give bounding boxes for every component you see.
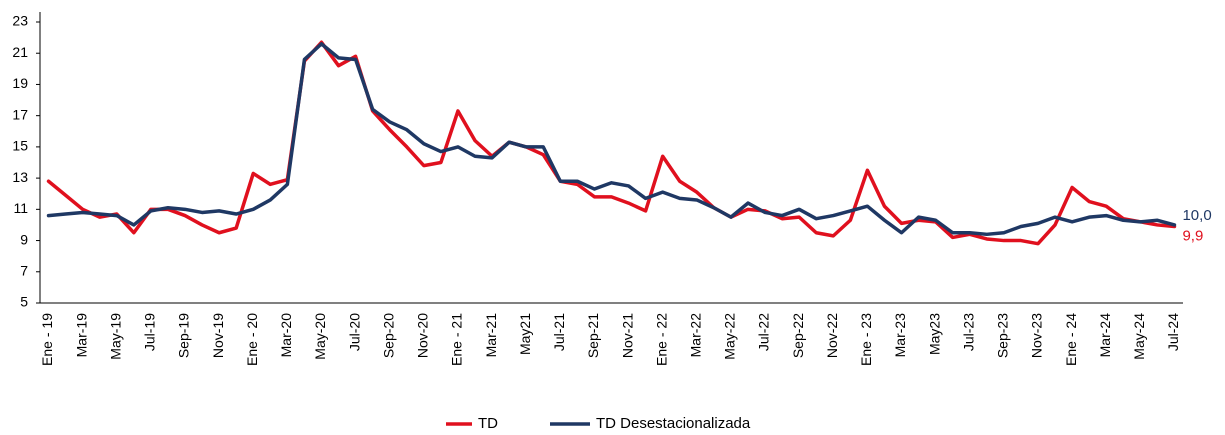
x-tick-label: May23: [926, 313, 942, 355]
line-series: [46, 42, 1177, 237]
x-tick-label: Sep-21: [585, 313, 601, 358]
y-tick-label: 21: [12, 44, 28, 60]
y-tick-label: 11: [13, 200, 28, 216]
x-tick-label: Jul-24: [1165, 313, 1181, 351]
x-tick-label: Sep-20: [380, 313, 396, 358]
x-tick-label: Ene - 19: [39, 313, 55, 366]
y-tick-label: 17: [12, 106, 28, 122]
legend-label: TD Desestacionalizada: [596, 415, 751, 432]
x-tick-label: May21: [517, 313, 533, 355]
x-tick-label: Sep-19: [176, 313, 192, 358]
x-tick-label: Ene - 23: [858, 313, 874, 366]
x-tick-label: Jul-20: [346, 313, 362, 351]
x-tick-label: Mar-23: [892, 313, 908, 358]
x-tick-label: Mar-20: [278, 313, 294, 358]
x-tick-label: Ene - 22: [653, 313, 669, 366]
x-tick-label: Nov-20: [415, 313, 431, 358]
x-tick-label: Nov-19: [210, 313, 226, 358]
x-tick-label: Sep-22: [790, 313, 806, 358]
line-series: [46, 40, 1177, 246]
y-tick-label: 15: [12, 138, 28, 154]
x-tick-label: Mar-21: [483, 313, 499, 358]
x-tick-label: May-24: [1131, 313, 1147, 360]
x-tick-label: Nov-23: [1029, 313, 1045, 358]
legend-label: TD: [478, 415, 498, 432]
value-label: 10,0: [1182, 207, 1211, 224]
y-tick-label: 9: [20, 231, 28, 247]
x-tick-label: Ene - 20: [244, 313, 260, 366]
x-tick-label: Mar-22: [688, 313, 704, 358]
y-tick-label: 13: [12, 169, 28, 185]
y-tick-label: 23: [12, 13, 28, 29]
x-tick-label: Jul-19: [142, 313, 158, 351]
x-tick-label: Sep-23: [995, 313, 1011, 358]
x-tick-label: May-19: [107, 313, 123, 360]
x-tick-label: Ene - 24: [1063, 313, 1079, 366]
x-tick-label: Nov-21: [619, 313, 635, 358]
y-tick-label: 5: [20, 294, 28, 310]
x-tick-label: Mar-24: [1097, 313, 1113, 358]
x-tick-label: Jul-22: [756, 313, 772, 351]
y-tick-label: 19: [12, 75, 28, 91]
x-tick-label: May-20: [312, 313, 328, 360]
x-tick-label: Jul-23: [960, 313, 976, 351]
x-tick-label: Mar-19: [73, 313, 89, 358]
value-label: 9,9: [1182, 227, 1203, 244]
x-tick-label: Nov-22: [824, 313, 840, 358]
x-tick-label: May-22: [722, 313, 738, 360]
y-tick-label: 7: [20, 262, 28, 278]
x-tick-label: Ene - 21: [449, 313, 465, 366]
x-tick-label: Jul-21: [551, 313, 567, 351]
